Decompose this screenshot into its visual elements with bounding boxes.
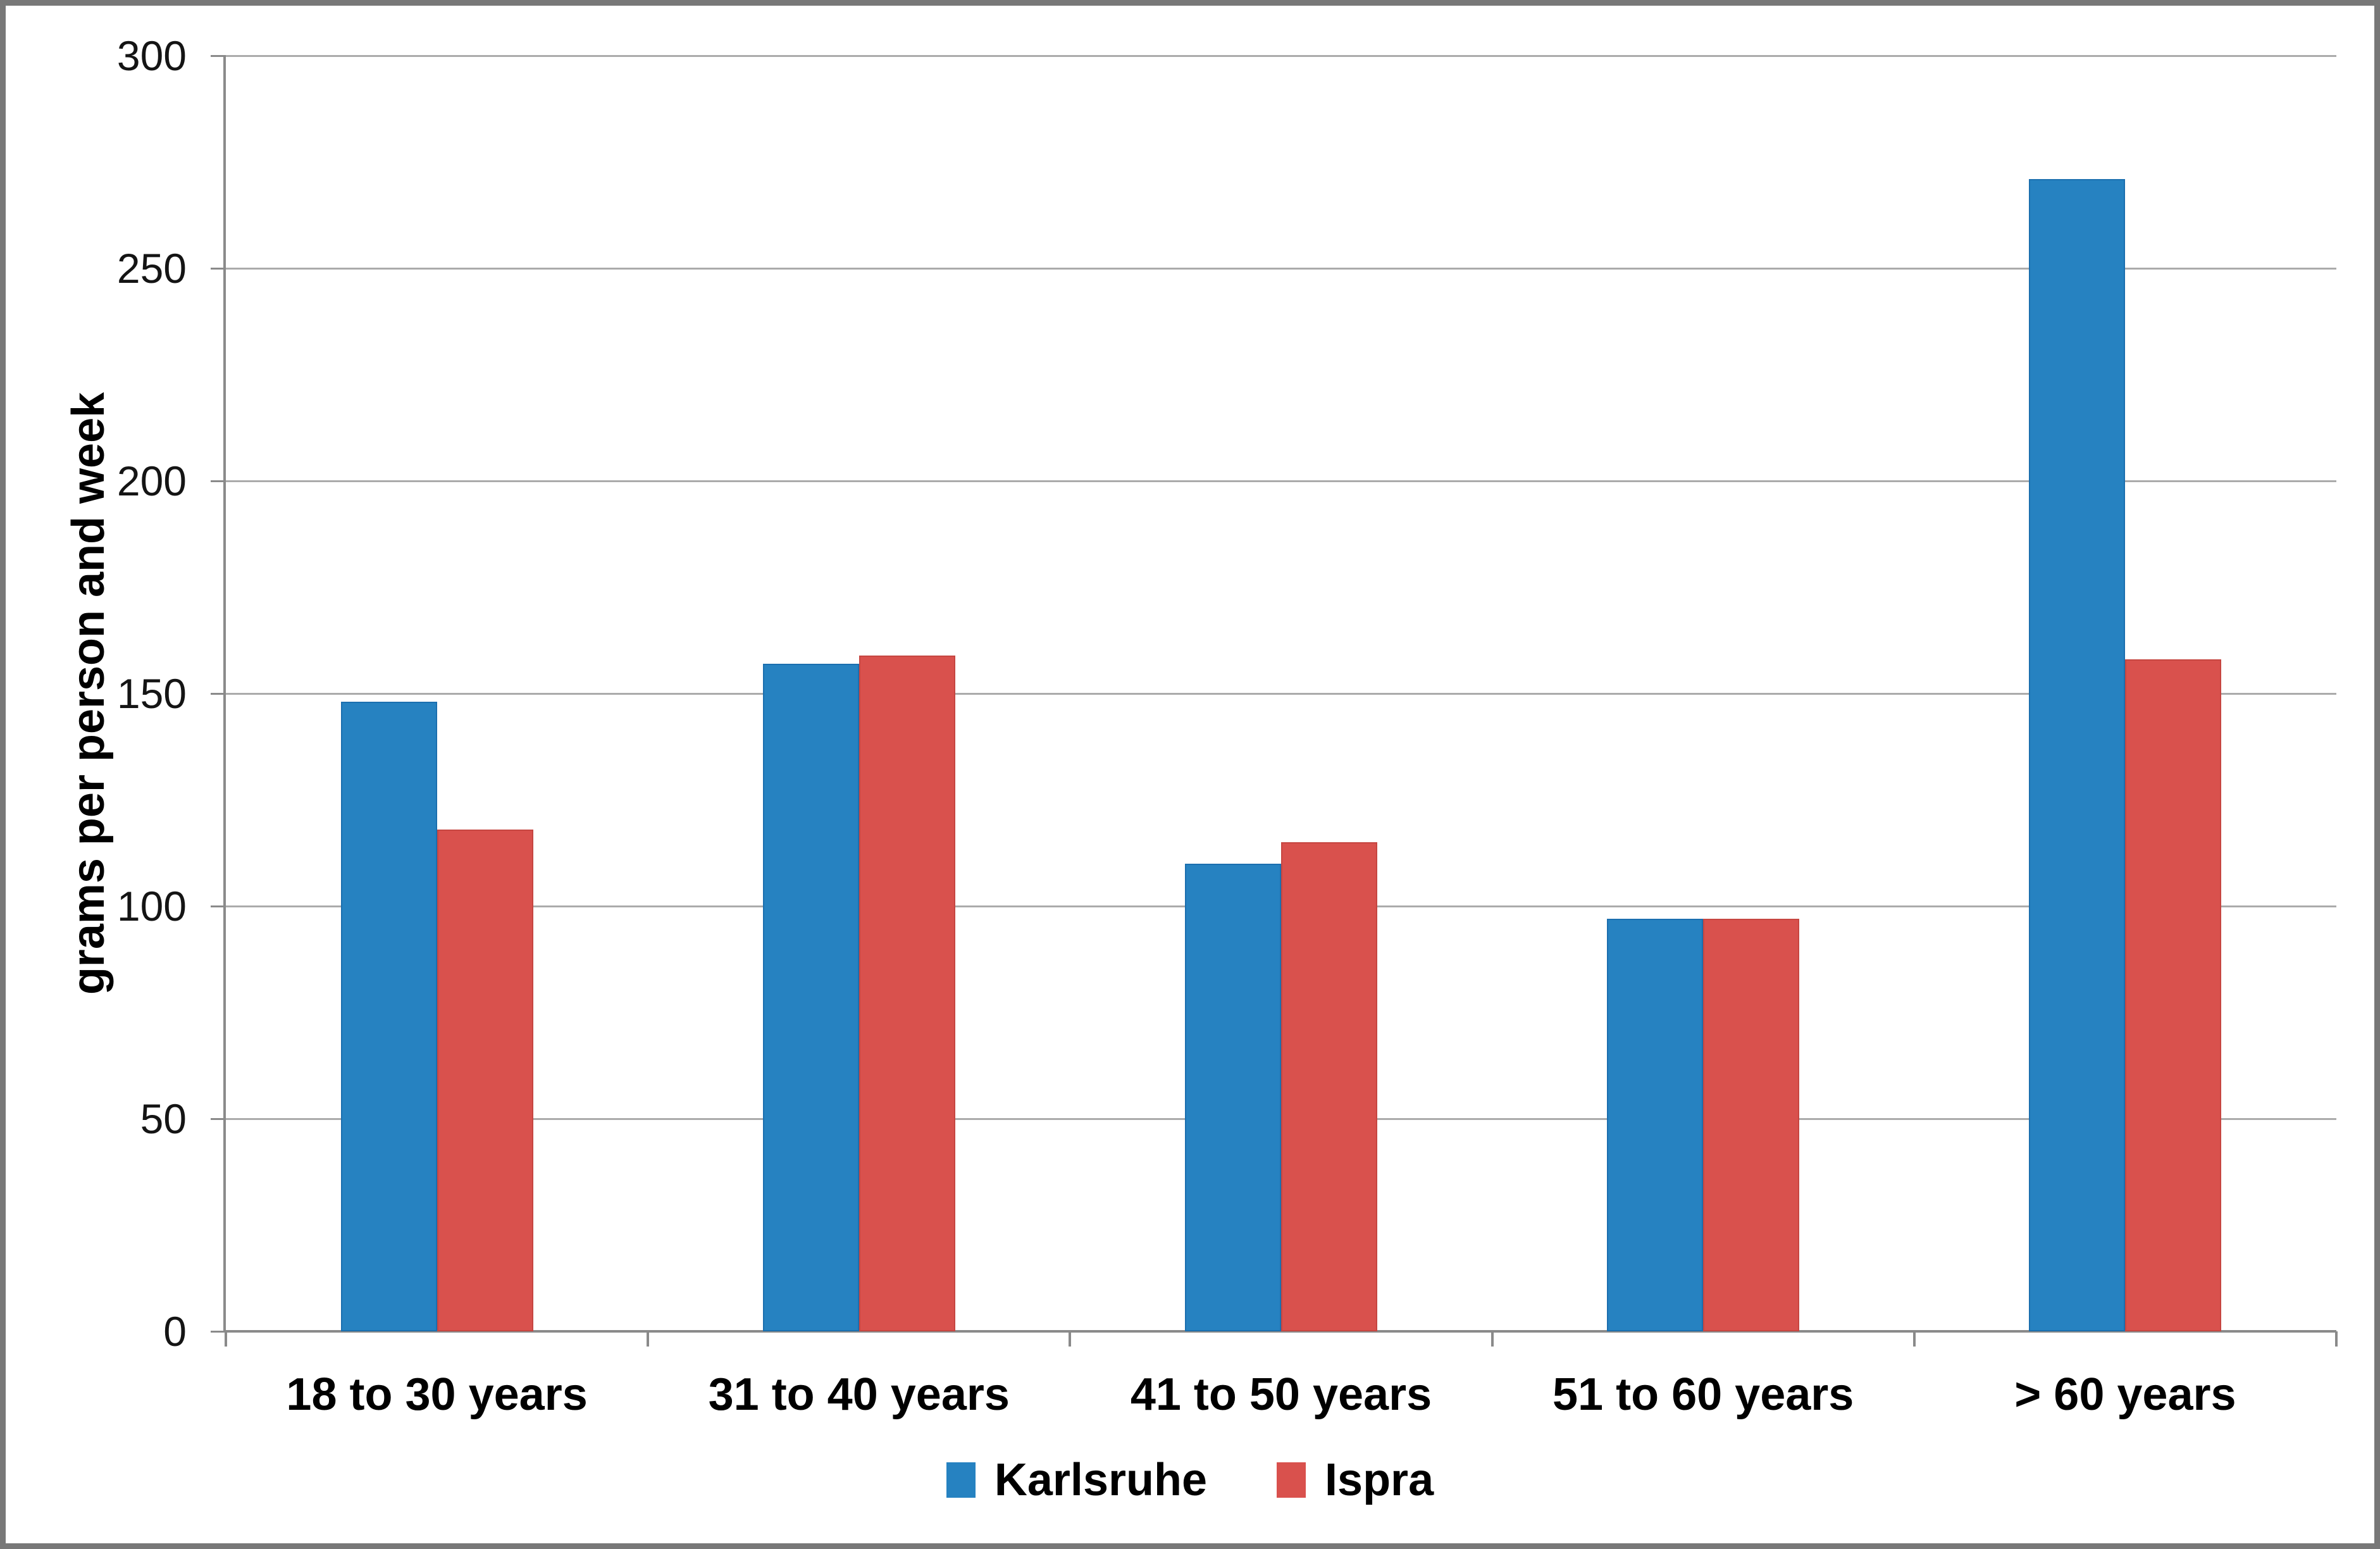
y-axis-tick-0	[211, 1330, 226, 1333]
legend-item-karlsruhe: Karlsruhe	[946, 1454, 1207, 1506]
x-label-41-to-50-years: 41 to 50 years	[1130, 1369, 1432, 1420]
x-label-51-to-60-years: 51 to 60 years	[1553, 1369, 1854, 1420]
y-tick-label-50: 50	[140, 1095, 187, 1142]
legend-swatch-ispra	[1277, 1462, 1306, 1498]
bar-ispra-41-to-50-years	[1281, 842, 1377, 1331]
y-axis-line	[223, 56, 226, 1333]
legend-label-karlsruhe: Karlsruhe	[994, 1455, 1208, 1505]
x-label-18-to-30-years: 18 to 30 years	[286, 1369, 588, 1420]
category-boundary-tick-5	[2335, 1331, 2338, 1347]
gridline-300	[226, 54, 2336, 57]
y-tick-label-250: 250	[116, 245, 187, 292]
y-axis-tick-150	[211, 692, 226, 695]
bar-karlsruhe-18-to-30-years	[340, 702, 437, 1331]
y-axis-title-wrap: grams per person and week	[25, 56, 152, 1331]
category-boundary-tick-2	[1069, 1331, 1072, 1347]
bar-karlsruhe-60-years	[2029, 178, 2126, 1331]
y-tick-label-0: 0	[163, 1308, 187, 1355]
legend: Karlsruhe Ispra	[0, 1452, 2380, 1509]
gridline-250	[226, 267, 2336, 270]
y-axis-tick-250	[211, 267, 226, 270]
y-tick-label-150: 150	[116, 670, 187, 717]
legend-swatch-karlsruhe	[946, 1462, 976, 1498]
y-tick-label-200: 200	[116, 457, 187, 504]
legend-item-ispra: Ispra	[1277, 1454, 1434, 1506]
gridline-150	[226, 692, 2336, 695]
bar-ispra-31-to-40-years	[858, 655, 955, 1331]
bar-karlsruhe-31-to-40-years	[762, 663, 859, 1331]
x-axis-line	[226, 1330, 2336, 1333]
y-axis-tick-200	[211, 480, 226, 482]
y-axis-tick-300	[211, 54, 226, 57]
x-label-60-years: > 60 years	[2014, 1369, 2236, 1420]
y-axis-title: grams per person and week	[63, 392, 115, 995]
category-boundary-tick-0	[225, 1331, 227, 1347]
category-boundary-tick-1	[647, 1331, 650, 1347]
bar-ispra-60-years	[2125, 659, 2222, 1331]
y-axis-tick-100	[211, 905, 226, 907]
y-axis-tick-50	[211, 1117, 226, 1120]
category-boundary-tick-4	[1912, 1331, 1916, 1347]
gridline-200	[226, 480, 2336, 482]
category-boundary-tick-3	[1491, 1331, 1494, 1347]
legend-label-ispra: Ispra	[1325, 1455, 1434, 1505]
y-tick-label-100: 100	[116, 883, 187, 930]
bar-ispra-18-to-30-years	[437, 830, 533, 1331]
y-tick-label-300: 300	[116, 32, 187, 79]
bar-karlsruhe-51-to-60-years	[1607, 919, 1704, 1331]
bar-karlsruhe-41-to-50-years	[1185, 863, 1281, 1331]
x-label-31-to-40-years: 31 to 40 years	[708, 1369, 1010, 1420]
bar-ispra-51-to-60-years	[1703, 919, 1800, 1331]
